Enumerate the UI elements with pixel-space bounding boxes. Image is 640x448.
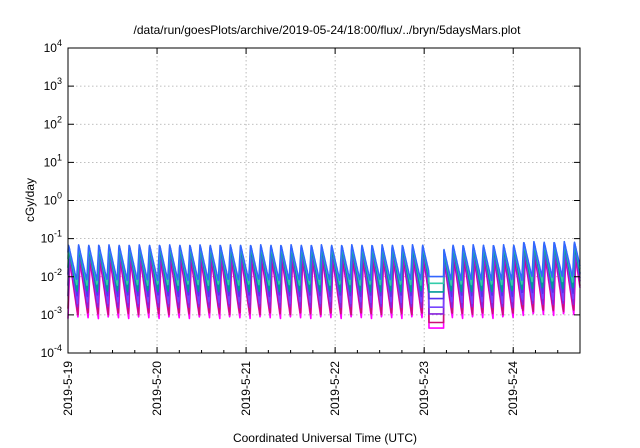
x-tick-label: 2019-5-24 (506, 361, 520, 416)
y-tick-label: 10-4 (41, 343, 62, 360)
y-axis: 10-4 10-3 10-2 10-1 100 101 102 103 104 (41, 38, 580, 360)
y-tick-label: 10-1 (41, 229, 62, 246)
y-tick-label: 100 (44, 191, 62, 208)
y-tick-label: 101 (44, 152, 62, 169)
x-tick-label: 2019-5-20 (150, 361, 164, 416)
y-tick-label: 102 (44, 114, 62, 131)
grid (68, 48, 580, 353)
y-tick-label: 104 (44, 38, 62, 55)
y-tick-label: 10-2 (41, 267, 62, 284)
chart-title: /data/run/goesPlots/archive/2019-05-24/1… (134, 23, 522, 37)
y-tick-label: 103 (44, 76, 62, 93)
x-axis-label: Coordinated Universal Time (UTC) (233, 431, 417, 445)
series-layer (67, 240, 581, 329)
x-tick-label: 2019-5-23 (417, 361, 431, 416)
x-axis: 2019-5-19 2019-5-20 2019-5-21 2019-5-22 2019… (61, 48, 581, 416)
x-tick-label: 2019-5-19 (61, 361, 75, 416)
series-line (67, 240, 581, 281)
y-tick-label: 10-3 (41, 305, 62, 322)
x-tick-label: 2019-5-21 (239, 361, 253, 416)
y-axis-label: cGy/day (23, 178, 37, 222)
x-tick-label: 2019-5-22 (328, 361, 342, 416)
